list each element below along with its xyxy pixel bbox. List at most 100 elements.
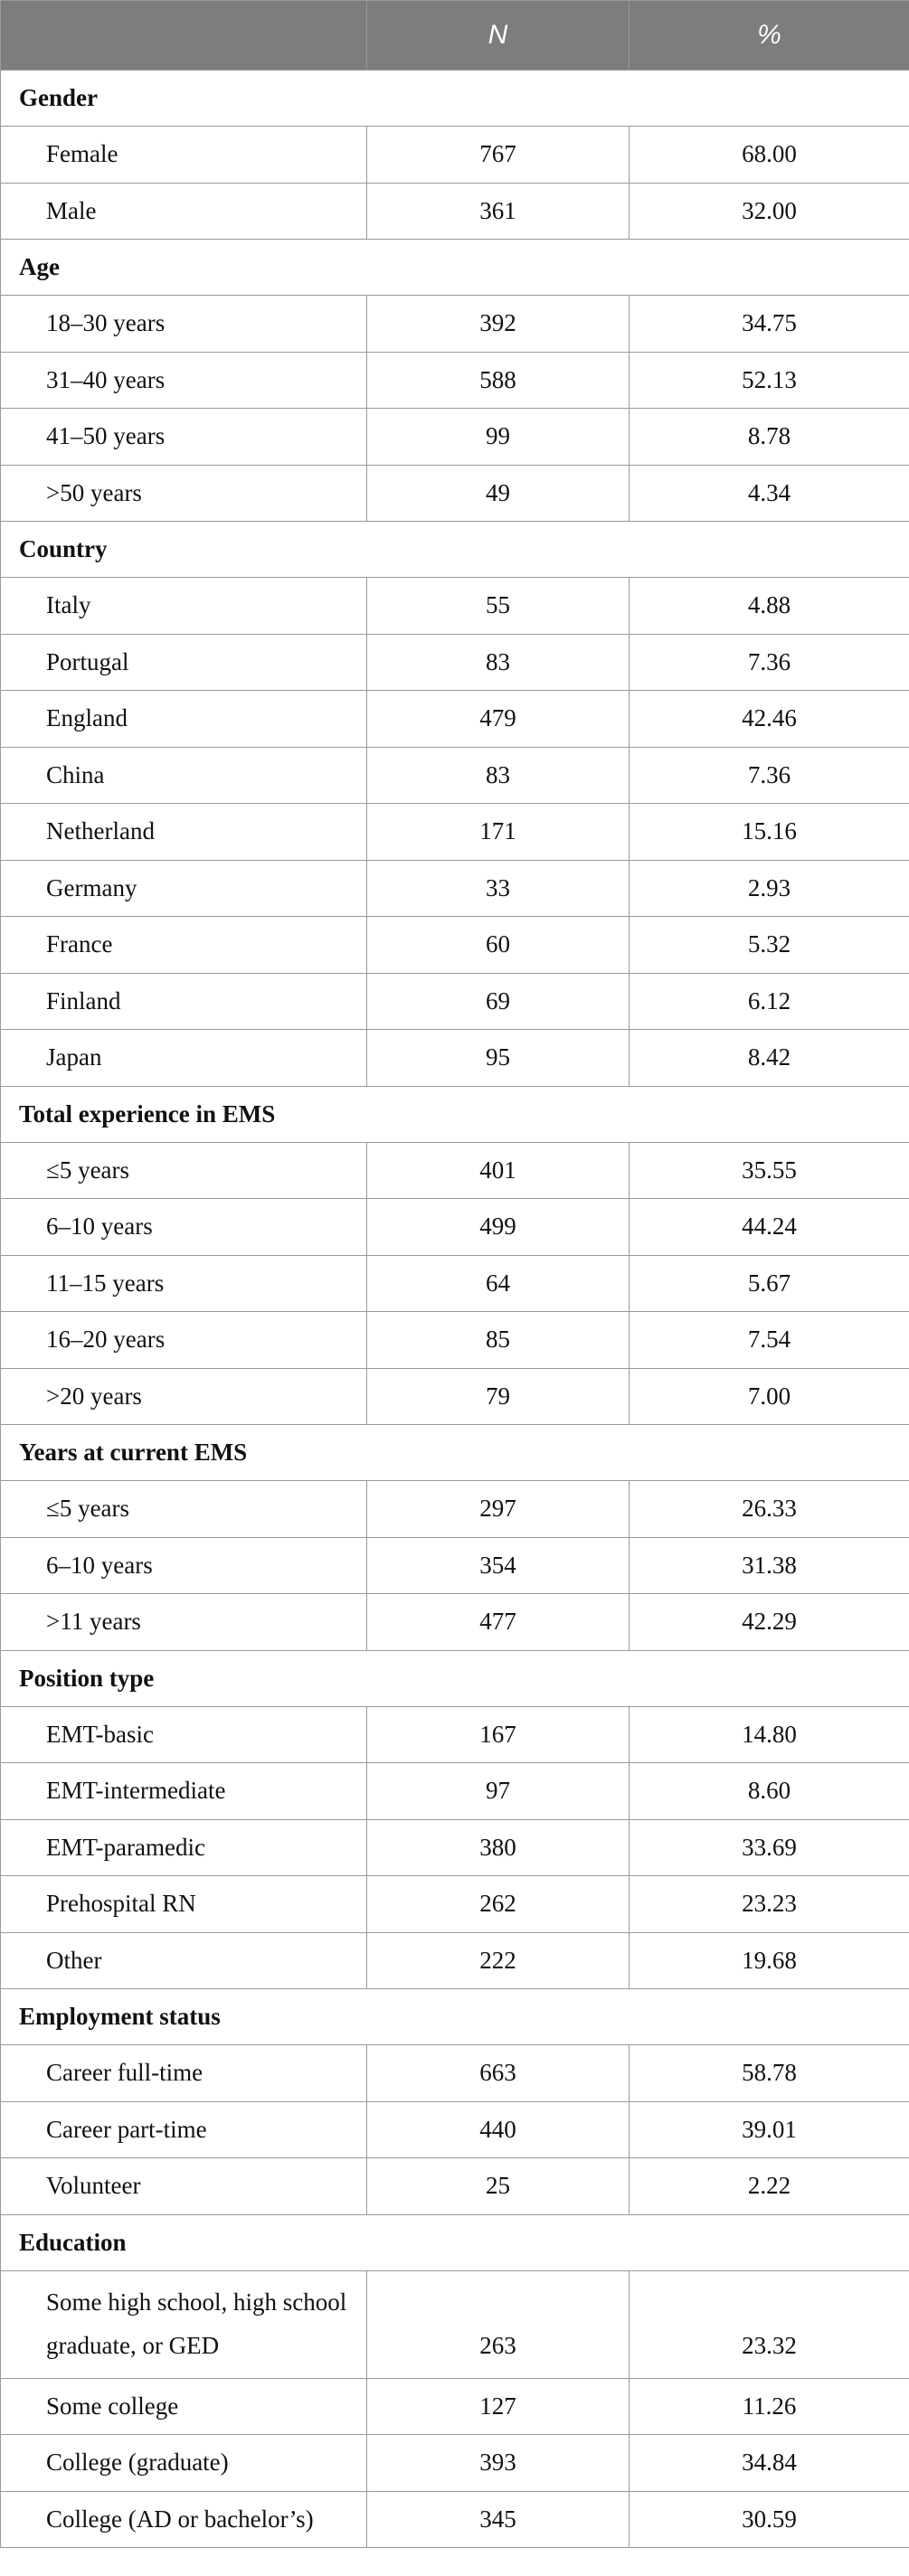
table-row: France 60 5.32 (0, 916, 909, 974)
table-row: Portugal 83 7.36 (0, 633, 909, 691)
row-label: EMT-basic (0, 1705, 367, 1763)
table-body: Gender Female 767 68.00 Male 361 32.00 Age 18–30… (0, 70, 909, 2548)
table-row: Finland 69 6.12 (0, 972, 909, 1030)
row-n: 392 (366, 295, 630, 353)
row-label: ≤5 years (0, 1141, 367, 1199)
row-n: 83 (366, 633, 630, 691)
row-percent: 14.80 (629, 1705, 909, 1763)
table-row: ≤5 years 401 35.55 (0, 1141, 909, 1199)
row-label: Career part-time (0, 2100, 367, 2158)
section-title: Employment status (0, 1988, 909, 2045)
row-percent: 35.55 (629, 1141, 909, 1199)
table-row: College (AD or bachelor’s) 345 30.59 (0, 2490, 909, 2548)
row-percent: 31.38 (629, 1536, 909, 1594)
row-n: 222 (366, 1931, 630, 1989)
row-label: Volunteer (0, 2157, 367, 2215)
row-percent: 7.54 (629, 1311, 909, 1369)
row-percent: 44.24 (629, 1198, 909, 1256)
row-percent: 2.93 (629, 859, 909, 917)
header-n-cell: N (366, 0, 630, 71)
row-percent: 26.33 (629, 1480, 909, 1538)
row-n: 49 (366, 464, 630, 522)
table-row: 11–15 years 64 5.67 (0, 1254, 909, 1312)
row-n: 127 (366, 2377, 630, 2435)
row-percent: 7.36 (629, 746, 909, 804)
table-row: 18–30 years 392 34.75 (0, 295, 909, 353)
table-row: 16–20 years 85 7.54 (0, 1311, 909, 1369)
table-row: 31–40 years 588 52.13 (0, 351, 909, 409)
row-percent: 19.68 (629, 1931, 909, 1989)
row-n: 171 (366, 803, 630, 861)
table-row: Some college 127 11.26 (0, 2377, 909, 2435)
row-percent: 32.00 (629, 182, 909, 240)
table-row: Germany 33 2.93 (0, 859, 909, 917)
row-n: 663 (366, 2044, 630, 2102)
table-row: Other 222 19.68 (0, 1931, 909, 1989)
row-n: 401 (366, 1141, 630, 1199)
row-n: 345 (366, 2490, 630, 2548)
row-label: 31–40 years (0, 351, 367, 409)
row-percent: 33.69 (629, 1818, 909, 1876)
table-row: Japan 95 8.42 (0, 1029, 909, 1087)
table-row: EMT-intermediate 97 8.60 (0, 1762, 909, 1820)
row-label: Career full-time (0, 2044, 367, 2102)
row-percent: 8.42 (629, 1029, 909, 1087)
table-row: Italy 55 4.88 (0, 577, 909, 635)
table-header-row: N % (0, 0, 909, 71)
row-n: 25 (366, 2157, 630, 2215)
row-n: 479 (366, 690, 630, 748)
table-row: England 479 42.46 (0, 690, 909, 748)
row-percent: 23.32 (629, 2269, 909, 2379)
row-percent: 4.88 (629, 577, 909, 635)
row-label: England (0, 690, 367, 748)
table-row: Career full-time 663 58.78 (0, 2044, 909, 2102)
row-label: Germany (0, 859, 367, 917)
row-percent: 15.16 (629, 803, 909, 861)
row-percent: 8.60 (629, 1762, 909, 1820)
row-label: EMT-paramedic (0, 1818, 367, 1876)
row-label: France (0, 916, 367, 974)
row-label: Italy (0, 577, 367, 635)
row-percent: 7.36 (629, 633, 909, 691)
row-label: China (0, 746, 367, 804)
row-label: Female (0, 126, 367, 184)
row-label: Some high school, high school graduate, … (0, 2269, 367, 2379)
table-row: >50 years 49 4.34 (0, 464, 909, 522)
row-n: 380 (366, 1818, 630, 1876)
row-n: 69 (366, 972, 630, 1030)
row-percent: 6.12 (629, 972, 909, 1030)
table-row: Volunteer 25 2.22 (0, 2157, 909, 2215)
section-title: Position type (0, 1649, 909, 1707)
row-label: Portugal (0, 633, 367, 691)
row-label: Finland (0, 972, 367, 1030)
row-n: 60 (366, 916, 630, 974)
row-n: 85 (366, 1311, 630, 1369)
row-percent: 11.26 (629, 2377, 909, 2435)
row-label: 16–20 years (0, 1311, 367, 1369)
section-title: Age (0, 239, 909, 296)
header-label-cell (0, 0, 367, 71)
row-label: College (graduate) (0, 2434, 367, 2492)
table-row: ≤5 years 297 26.33 (0, 1480, 909, 1538)
row-percent: 52.13 (629, 351, 909, 409)
section-header-row: Gender (0, 70, 909, 127)
row-percent: 4.34 (629, 464, 909, 522)
section-header-row: Total experience in EMS (0, 1085, 909, 1143)
row-percent: 7.00 (629, 1367, 909, 1425)
row-label: Male (0, 182, 367, 240)
row-percent: 5.67 (629, 1254, 909, 1312)
row-n: 588 (366, 351, 630, 409)
row-n: 95 (366, 1029, 630, 1087)
row-percent: 8.78 (629, 408, 909, 466)
section-title: Gender (0, 70, 909, 127)
table-row: College (graduate) 393 34.84 (0, 2434, 909, 2492)
table-row: 41–50 years 99 8.78 (0, 408, 909, 466)
row-n: 33 (366, 859, 630, 917)
row-n: 499 (366, 1198, 630, 1256)
table-row: Male 361 32.00 (0, 182, 909, 240)
section-header-row: Education (0, 2213, 909, 2271)
row-n: 297 (366, 1480, 630, 1538)
row-n: 440 (366, 2100, 630, 2158)
section-header-row: Country (0, 521, 909, 578)
